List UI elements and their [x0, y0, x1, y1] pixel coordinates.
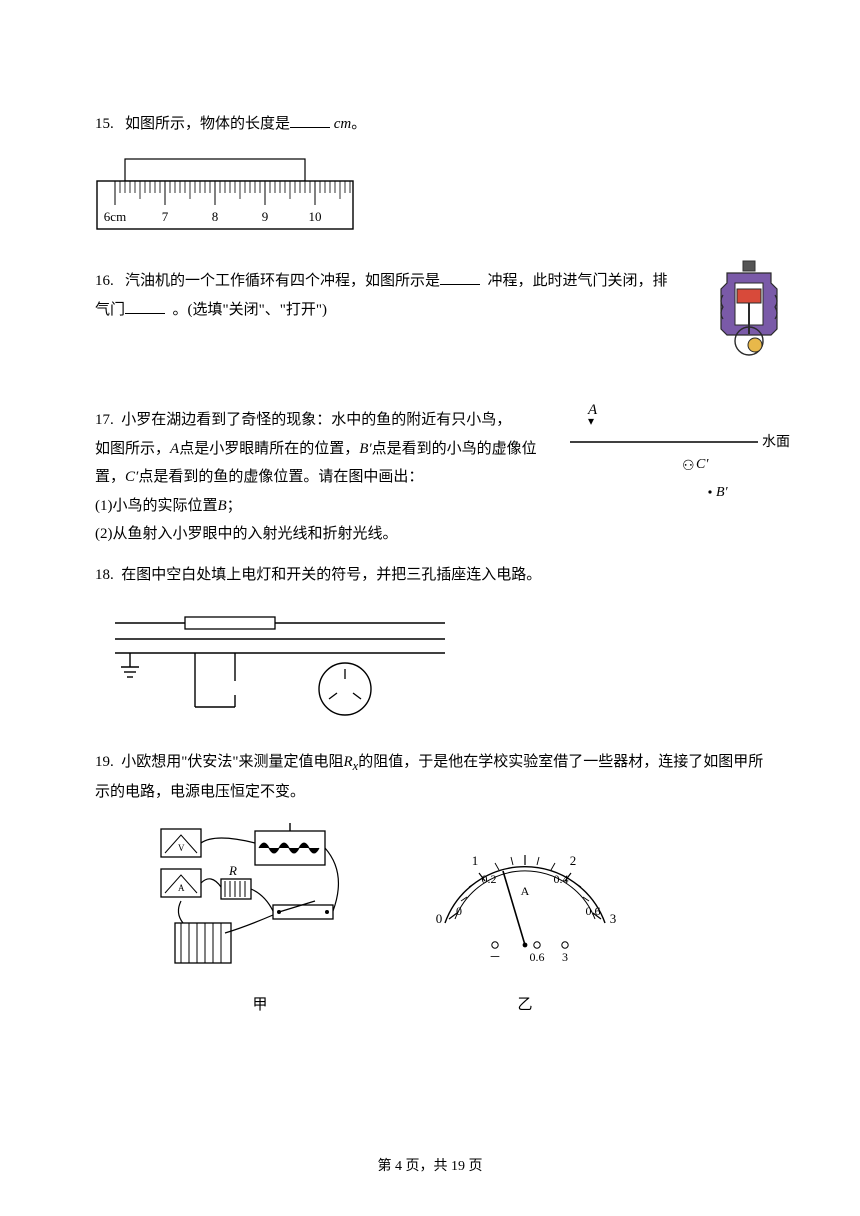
question-16: 16. 汽油机的一个工作循环有四个冲程，如图所示是 冲程，此时进气门关闭，排气门… — [95, 267, 765, 324]
q16-p3: 。(选填"关闭"、"打开") — [173, 302, 327, 318]
q17-l2d: 点是看到的鱼的虚像位置。请在图中画出： — [138, 469, 423, 485]
svg-text:2: 2 — [570, 853, 577, 868]
footer-page: 4 — [395, 1159, 402, 1174]
question-18: 18. 在图中空白处填上电灯和开关的符号，并把三孔插座连入电路。 — [95, 561, 765, 730]
question-17: 17. 小罗在湖边看到了奇怪的现象：水中的鱼的附近有只小鸟， 如图所示，A点是小… — [95, 406, 765, 549]
engine-figure — [713, 259, 785, 380]
q17-diagram: A ▾ 水面 ⚇ C′ B′ — [570, 400, 800, 521]
circuit-svg — [95, 609, 455, 719]
circuit-figure — [95, 609, 765, 730]
q15-after: 。 — [351, 116, 366, 132]
q16-p1: 汽油机的一个工作循环有四个冲程，如图所示是 — [125, 273, 440, 289]
svg-text:9: 9 — [262, 209, 269, 224]
q15-unit: cm — [334, 116, 352, 132]
svg-text:0.6: 0.6 — [586, 904, 601, 918]
q16-blank2 — [125, 299, 165, 314]
q16-blank1 — [440, 270, 480, 285]
q17-l2a: 如图所示， — [95, 441, 170, 457]
svg-text:3: 3 — [562, 950, 568, 964]
footer-b: 页，共 — [406, 1159, 448, 1174]
q16-num: 16. — [95, 273, 114, 289]
ammeter-yi-svg: 0 1 2 3 0 0.2 0.4 0.6 A － 0.6 3 — [425, 823, 625, 973]
svg-text:－: － — [489, 950, 501, 964]
q19-figures: V A P R — [155, 823, 765, 1020]
q19-num: 19. — [95, 754, 114, 770]
footer-c: 页 — [469, 1159, 483, 1174]
svg-text:A: A — [521, 884, 530, 898]
svg-text:⚇: ⚇ — [682, 459, 695, 474]
footer-total: 19 — [451, 1159, 465, 1174]
svg-text:水面: 水面 — [762, 434, 790, 450]
svg-text:0.4: 0.4 — [554, 872, 569, 886]
svg-text:10: 10 — [309, 209, 322, 224]
svg-text:7: 7 — [162, 209, 169, 224]
svg-text:A: A — [178, 883, 185, 893]
q16-text: 16. 汽油机的一个工作循环有四个冲程，如图所示是 冲程，此时进气门关闭，排气门… — [95, 267, 765, 324]
q17-num: 17. — [95, 412, 114, 428]
q17-l1: 小罗在湖边看到了奇怪的现象：水中的鱼的附近有只小鸟， — [121, 412, 511, 428]
q17-A: A — [170, 441, 179, 457]
page-footer: 第 4 页，共 19 页 — [0, 1154, 860, 1181]
q17-Cp: C′ — [125, 469, 138, 485]
svg-text:C′: C′ — [696, 457, 709, 472]
fig-jia-col: V A P R — [155, 823, 365, 1020]
circuit-jia-svg: V A P R — [155, 823, 365, 973]
ruler-svg: 6cm 7 8 9 10 — [95, 157, 355, 235]
q17-l3b: ； — [227, 498, 242, 514]
svg-text:▾: ▾ — [588, 414, 594, 428]
engine-svg — [713, 259, 785, 369]
svg-text:3: 3 — [610, 911, 617, 926]
q19-Rx: R — [344, 754, 353, 770]
q15-before: 如图所示，物体的长度是 — [125, 116, 290, 132]
svg-text:0: 0 — [436, 911, 443, 926]
q17-Bp: B′ — [359, 441, 371, 457]
q17-B: B — [218, 498, 227, 514]
svg-text:B′: B′ — [716, 485, 729, 500]
label-jia: 甲 — [252, 991, 267, 1020]
ruler-figure: 6cm 7 8 9 10 — [95, 157, 765, 246]
q18-num: 18. — [95, 567, 114, 583]
q17-svg: A ▾ 水面 ⚇ C′ B′ — [570, 400, 800, 510]
q15-blank — [290, 113, 330, 128]
svg-text:1: 1 — [472, 853, 479, 868]
q19-p1: 小欧想用"伏安法"来测量定值电阻 — [121, 754, 343, 770]
fig-yi-col: 0 1 2 3 0 0.2 0.4 0.6 A － 0.6 3 乙 — [425, 823, 625, 1020]
svg-text:6cm: 6cm — [104, 209, 126, 224]
q18-text: 在图中空白处填上电灯和开关的符号，并把三孔插座连入电路。 — [121, 567, 541, 583]
q15-text: 15. 如图所示，物体的长度是 cm。 — [95, 110, 765, 139]
q15-num: 15. — [95, 116, 114, 132]
q17-l2b: 点是小罗眼睛所在的位置， — [179, 441, 359, 457]
svg-text:R: R — [228, 863, 237, 878]
q17-l3a: (1)小鸟的实际位置 — [95, 498, 218, 514]
question-15: 15. 如图所示，物体的长度是 cm。 — [95, 110, 765, 245]
q17-sub2: (2)从鱼射入小罗眼中的入射光线和折射光线。 — [95, 520, 765, 549]
question-19: 19. 小欧想用"伏安法"来测量定值电阻Rx的阻值，于是他在学校实验室借了一些器… — [95, 748, 765, 1020]
svg-text:8: 8 — [212, 209, 219, 224]
svg-text:0.2: 0.2 — [482, 872, 497, 886]
svg-text:0.6: 0.6 — [530, 950, 545, 964]
label-yi: 乙 — [517, 991, 532, 1020]
svg-text:V: V — [178, 843, 185, 853]
svg-text:0: 0 — [456, 904, 462, 918]
footer-a: 第 — [378, 1159, 392, 1174]
